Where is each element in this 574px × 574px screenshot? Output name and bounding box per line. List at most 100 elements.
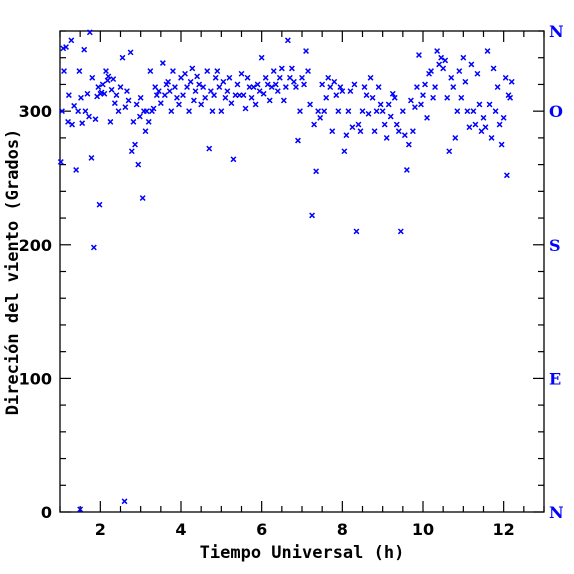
data-point: [438, 54, 445, 61]
data-point: [476, 101, 483, 108]
data-point: [317, 114, 324, 121]
data-point: [456, 68, 463, 75]
data-point: [482, 124, 489, 131]
data-point: [147, 68, 154, 75]
data-point: [478, 128, 485, 135]
data-point: [284, 37, 291, 44]
data-point: [268, 84, 275, 91]
y-tick-label: 200: [19, 236, 52, 255]
data-point: [297, 108, 303, 115]
data-point: [170, 68, 176, 75]
data-point: [86, 113, 92, 120]
data-point: [190, 97, 197, 104]
data-point: [89, 74, 96, 81]
data-point: [172, 84, 178, 91]
data-point: [367, 74, 374, 81]
data-point: [422, 81, 428, 88]
x-tick-label: 10: [412, 520, 434, 539]
data-point: [355, 121, 362, 128]
data-point: [76, 68, 83, 75]
data-point: [150, 105, 157, 112]
data-point: [61, 68, 67, 75]
data-point: [486, 101, 493, 108]
data-point: [288, 65, 295, 72]
data-point: [65, 92, 72, 99]
data-point: [71, 102, 78, 109]
data-point: [430, 94, 437, 101]
data-point: [250, 84, 257, 91]
data-point: [230, 156, 237, 163]
data-point: [502, 74, 509, 81]
data-point: [206, 145, 213, 152]
data-point: [450, 84, 457, 91]
data-point: [86, 29, 93, 36]
data-point: [202, 94, 209, 101]
data-point: [107, 118, 114, 125]
data-point: [216, 84, 223, 91]
y-tick-labels: 0 100 200 300: [19, 102, 52, 522]
data-point: [331, 78, 338, 85]
data-points: [57, 29, 515, 513]
data-point: [313, 168, 320, 175]
data-point: [373, 108, 380, 115]
data-point: [337, 84, 344, 91]
data-point: [496, 121, 503, 128]
data-point: [351, 81, 358, 88]
compass-label: N: [549, 503, 564, 522]
data-point: [387, 113, 394, 120]
data-point: [78, 94, 84, 101]
x-tick-labels: 2 4 6 8 10 12: [95, 520, 515, 539]
data-point: [434, 48, 441, 54]
data-point: [258, 54, 265, 61]
y-tick-label: 100: [19, 369, 52, 388]
data-point: [224, 88, 231, 95]
data-point: [309, 212, 316, 219]
data-point: [220, 78, 227, 85]
data-point: [96, 201, 103, 208]
data-point: [63, 44, 69, 50]
data-point: [159, 60, 166, 66]
data-point: [498, 141, 505, 148]
data-point: [256, 88, 263, 95]
x-tick-label: 4: [175, 520, 186, 539]
data-point: [349, 124, 356, 131]
data-point: [262, 74, 269, 81]
data-point: [79, 120, 86, 127]
data-point: [353, 228, 360, 235]
data-point: [176, 101, 182, 108]
data-point: [218, 108, 225, 115]
data-point: [295, 137, 301, 144]
data-point: [321, 108, 328, 115]
data-point: [135, 161, 142, 168]
data-point: [174, 94, 180, 101]
compass-label: O: [549, 102, 563, 121]
data-point: [282, 84, 289, 91]
data-point: [446, 148, 453, 155]
data-point: [119, 54, 126, 61]
compass-labels: N E S O N: [549, 22, 564, 522]
data-point: [73, 167, 80, 173]
data-point: [115, 108, 122, 115]
data-point: [452, 134, 459, 141]
data-point: [409, 128, 416, 135]
data-point: [153, 92, 160, 99]
data-point: [110, 76, 117, 83]
data-point: [393, 121, 400, 128]
data-point: [307, 101, 313, 108]
data-point: [194, 73, 201, 80]
data-point: [121, 498, 128, 505]
data-point: [84, 90, 91, 97]
data-point: [361, 84, 368, 91]
data-point: [113, 92, 120, 99]
data-point: [187, 78, 194, 85]
data-point: [142, 128, 149, 135]
data-point: [442, 57, 449, 64]
compass-label: S: [549, 236, 561, 255]
data-point: [428, 68, 434, 75]
data-point: [391, 94, 398, 101]
data-point: [276, 74, 283, 81]
data-point: [189, 65, 196, 72]
data-point: [379, 108, 386, 115]
data-point: [420, 92, 426, 99]
data-point: [343, 132, 350, 139]
